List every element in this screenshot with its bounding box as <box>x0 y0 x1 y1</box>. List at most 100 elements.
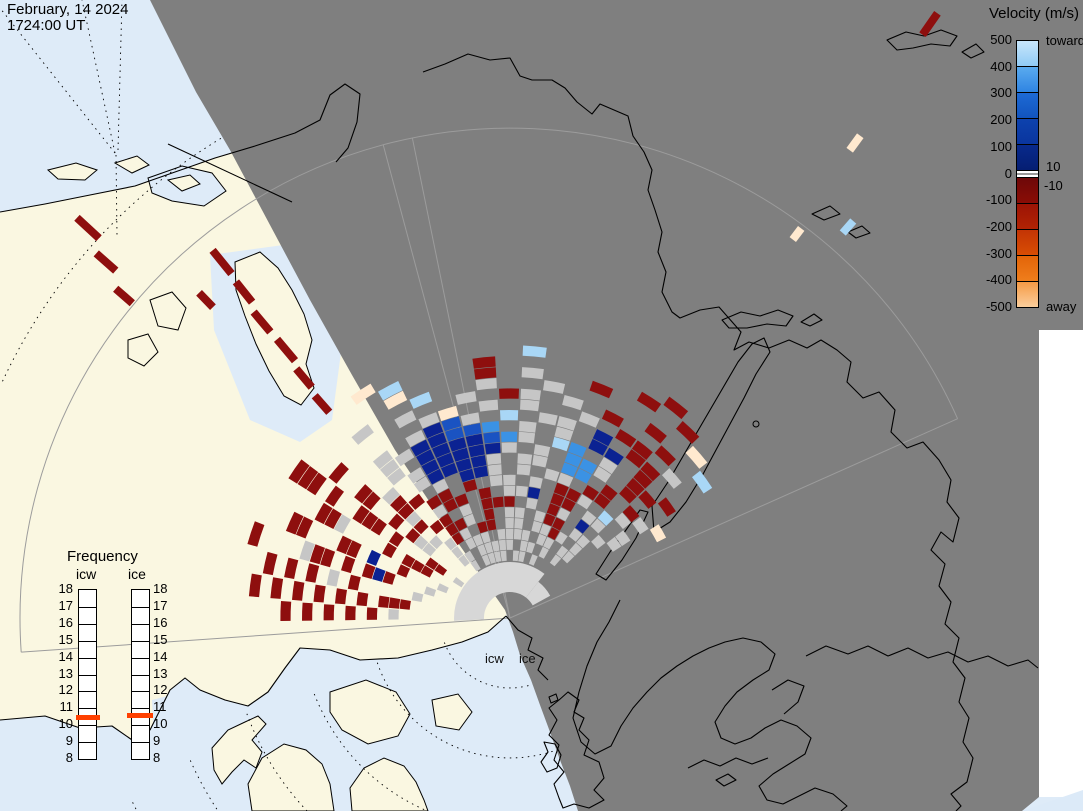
radar-cell <box>475 378 497 391</box>
frequency-ladder-tick <box>132 657 149 659</box>
colorbar-segment-toward <box>1016 118 1039 146</box>
frequency-scale-label: 10 <box>58 716 73 732</box>
radar-cell <box>516 464 531 476</box>
graticule-arc <box>246 713 308 811</box>
frequency-scale-label: 12 <box>153 682 168 698</box>
radar-cell <box>501 431 518 442</box>
radar-cell <box>296 516 314 539</box>
radar-cell <box>503 474 516 486</box>
radar-cell <box>372 450 393 470</box>
radar-cell <box>499 388 519 399</box>
frequency-panel-title: Frequency <box>67 548 138 565</box>
colorbar-segment-toward <box>1016 40 1039 68</box>
radar-cell-stray <box>232 279 256 305</box>
radar-cell <box>444 537 457 551</box>
coastline <box>540 741 562 773</box>
zero-upper-label: 10 <box>1046 159 1061 174</box>
coastline <box>687 757 769 769</box>
radar-cell <box>480 531 491 544</box>
radar-cell <box>501 442 517 453</box>
radar-cell <box>615 530 631 547</box>
colorbar-segment-away <box>1016 255 1039 282</box>
radar-cell <box>544 468 560 482</box>
time-label: 1724:00 UT <box>7 16 86 34</box>
radar-cell <box>472 534 484 547</box>
toward-label: toward <box>1046 33 1083 48</box>
graticule-meridian <box>115 154 118 236</box>
radar-cell <box>557 472 574 487</box>
frequency-ladder-tick <box>132 606 149 608</box>
radar-cell <box>632 517 649 535</box>
radar-cell <box>522 345 547 358</box>
radar-cell <box>575 519 590 534</box>
radar-cell <box>474 367 497 380</box>
frequency-scale-label: 15 <box>58 631 73 647</box>
radar-cell <box>437 405 459 422</box>
radar-cell <box>408 493 425 510</box>
radar-cell <box>504 507 515 518</box>
radar-cell <box>454 517 468 532</box>
radar-cell <box>500 410 519 421</box>
radar-cell <box>397 503 415 520</box>
radar-cell <box>448 437 467 452</box>
radar-cell <box>460 412 480 426</box>
radar-cell <box>555 531 568 545</box>
frequency-ladder-tick <box>132 623 149 625</box>
frequency-ladder-tick <box>132 691 149 693</box>
frequency-scale-label: 12 <box>58 682 73 698</box>
radar-cell <box>465 537 477 550</box>
radar-cell <box>692 470 713 494</box>
radar-cell <box>556 507 571 522</box>
radar-cell <box>527 487 541 500</box>
radar-cell <box>407 467 426 484</box>
frequency-scale-label: 13 <box>58 665 73 681</box>
radar-cell <box>413 535 429 550</box>
frequency-icw-label: icw <box>76 566 97 582</box>
corner-sea-sliver <box>1022 790 1083 811</box>
radar-cell <box>554 426 574 441</box>
radar-cell <box>533 444 551 457</box>
radar-cell <box>394 410 417 429</box>
radar-cell <box>481 554 491 566</box>
frequency-scale-label: 14 <box>58 648 73 664</box>
radar-cell <box>565 488 582 503</box>
radar-cell <box>654 445 676 467</box>
radar-cell <box>388 513 405 530</box>
radar-cell <box>420 565 434 578</box>
right-margin <box>1039 330 1083 797</box>
radar-cell <box>463 513 476 527</box>
colorbar-zero-band <box>1016 170 1039 177</box>
radar-cell-stray <box>919 11 941 37</box>
colorbar-tick-label: -200 <box>985 218 1012 234</box>
radar-cell <box>581 510 597 526</box>
radar-cell <box>633 469 653 489</box>
colorbar-tick-label: -300 <box>985 245 1012 261</box>
radar-cell <box>552 517 565 531</box>
radar-cell <box>452 447 470 462</box>
colorbar-title: Velocity (m/s) <box>988 5 1079 22</box>
radar-cell <box>487 464 502 476</box>
radar-cell <box>325 485 344 507</box>
radar-cell <box>538 412 558 426</box>
frequency-ladder-tick <box>79 725 96 727</box>
radar-cell <box>436 452 455 468</box>
radar-cell <box>498 539 507 551</box>
delta-island <box>46 162 99 181</box>
radar-cell <box>600 484 618 501</box>
colorbar-segment-toward <box>1016 66 1039 94</box>
radar-cell <box>478 399 499 412</box>
radar-cell <box>505 518 514 529</box>
radar-cell <box>481 497 494 510</box>
radar-cell <box>425 557 439 571</box>
colorbar-tick-label: 400 <box>990 58 1012 74</box>
radar-cell <box>532 454 548 468</box>
radar-cell <box>313 584 326 603</box>
radar-cell <box>451 546 464 559</box>
graticule-meridian <box>81 0 116 154</box>
radar-cell <box>489 475 503 487</box>
radar-cell <box>292 580 305 601</box>
radar-cell <box>458 554 470 567</box>
radar-cell <box>388 531 405 547</box>
radar-cell <box>323 604 335 621</box>
